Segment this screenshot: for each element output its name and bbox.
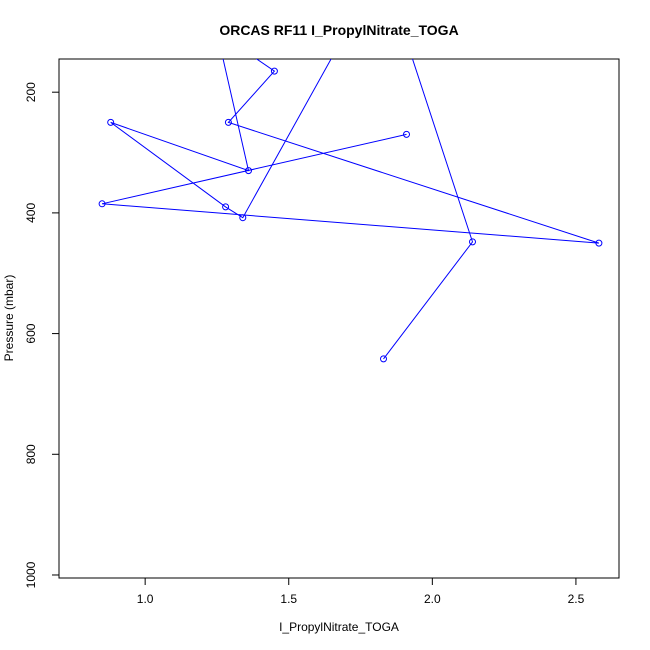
data-point [224,118,232,126]
data-point [380,355,387,363]
x-tick-label: 1.5 [280,592,297,606]
data-point [98,200,106,208]
y-axis: 200 400 600 800 1000 [24,82,60,588]
data-point [245,167,252,175]
data-point [595,239,603,247]
x-axis: 1.0 1.5 2.0 2.5 [137,577,585,606]
y-tick-label: 400 [24,203,38,223]
y-tick-label: 200 [24,82,38,102]
plot-frame [58,58,620,579]
y-tick-label: 600 [24,323,38,343]
y-axis-label: Pressure (mbar) [2,275,16,362]
data-point [403,130,410,138]
data-point [107,118,115,126]
x-tick-label: 1.0 [137,592,154,606]
data-point [270,67,278,75]
y-tick-label: 1000 [24,561,38,588]
x-tick-label: 2.0 [424,592,441,606]
x-axis-label: I_PropylNitrate_TOGA [279,620,399,634]
data-layer [98,59,603,363]
data-point [222,203,230,211]
chart-title: ORCAS RF11 I_PropylNitrate_TOGA [219,22,458,38]
series-line [101,59,600,360]
x-tick-label: 2.5 [568,592,585,606]
y-tick-label: 800 [24,444,38,464]
data-point [469,238,476,246]
data-point [239,214,247,222]
